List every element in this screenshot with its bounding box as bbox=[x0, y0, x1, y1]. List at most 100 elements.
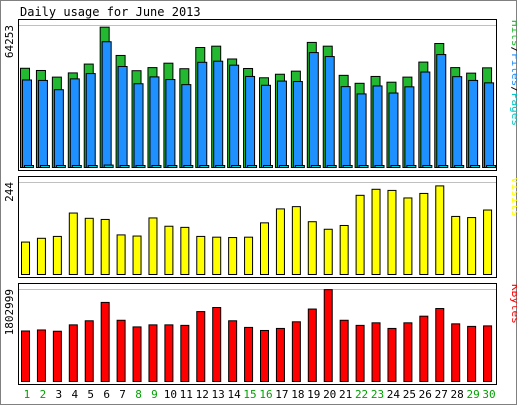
bar-pages-day-19 bbox=[310, 165, 321, 168]
ylabel-kbytes: KBytes bbox=[509, 284, 517, 324]
x-tick-label-day-3: 3 bbox=[56, 388, 63, 401]
bar-files-day-6 bbox=[101, 41, 112, 168]
bar-pages-day-12 bbox=[199, 165, 210, 168]
x-axis-day-labels: 1 2 3 4 5 6 7 8 9 10 11 12 13 14 15 16 17 18 19 20 21 22 23 24 2… bbox=[24, 388, 496, 401]
bar-files-day-21 bbox=[340, 86, 351, 168]
bar-files-day-4 bbox=[69, 78, 80, 168]
bar-files-day-12 bbox=[197, 61, 208, 169]
bar-files-day-17 bbox=[276, 80, 287, 168]
bar-files-day-20 bbox=[324, 56, 335, 168]
bar-files-day-11 bbox=[181, 84, 192, 168]
bar-kbytes-day-14 bbox=[228, 320, 238, 382]
bar-kbytes-day-7 bbox=[116, 319, 126, 382]
bar-kbytes-day-13 bbox=[212, 307, 222, 382]
bar-pages-day-18 bbox=[294, 165, 305, 168]
bar-pages-day-8 bbox=[135, 165, 146, 168]
bar-pages-day-4 bbox=[71, 165, 82, 168]
x-tick-label-day-25: 25 bbox=[403, 388, 416, 401]
bar-kbytes-day-3 bbox=[52, 330, 62, 382]
ylabel-files: Files bbox=[509, 53, 517, 86]
bar-kbytes-day-8 bbox=[132, 326, 142, 382]
chart-title: Daily usage for June 2013 bbox=[20, 5, 201, 19]
bar-pages-day-1 bbox=[24, 165, 34, 168]
panel-kbytes: 1802999 KBytes bbox=[3, 283, 517, 385]
x-tick-label-day-18: 18 bbox=[291, 388, 304, 401]
bar-kbytes-day-30 bbox=[483, 325, 493, 383]
bar-kbytes-day-12 bbox=[196, 311, 206, 382]
bar-pages-day-10 bbox=[167, 165, 178, 168]
bar-files-day-25 bbox=[404, 86, 415, 168]
panel-frame-visits bbox=[18, 176, 497, 278]
bar-files-day-27 bbox=[436, 54, 447, 169]
ymax-label-pages-files-hits: 64253 bbox=[3, 25, 16, 58]
bar-files-day-8 bbox=[133, 83, 144, 168]
x-tick-label-day-5: 5 bbox=[87, 388, 94, 401]
x-tick-label-day-19: 19 bbox=[307, 388, 320, 401]
x-tick-label-day-27: 27 bbox=[435, 388, 448, 401]
bar-visits-day-16 bbox=[260, 222, 269, 276]
bar-pages-day-15 bbox=[247, 165, 258, 168]
ylabel-pages: Pages bbox=[509, 93, 517, 126]
bar-kbytes-day-19 bbox=[307, 308, 317, 382]
bar-visits-day-24 bbox=[387, 189, 397, 275]
bar-pages-day-14 bbox=[231, 165, 242, 168]
ylabel-separator: / bbox=[509, 86, 517, 93]
ylabel-visits: Visits bbox=[509, 177, 517, 217]
bar-files-day-15 bbox=[245, 75, 256, 168]
bar-files-day-19 bbox=[308, 52, 319, 169]
bar-pages-day-2 bbox=[39, 165, 50, 168]
bar-files-day-29 bbox=[468, 79, 479, 168]
bar-kbytes-day-16 bbox=[260, 329, 269, 383]
bar-kbytes-day-6 bbox=[100, 301, 110, 382]
x-tick-label-day-26: 26 bbox=[419, 388, 432, 401]
bar-visits-day-23 bbox=[371, 188, 381, 275]
bar-files-day-1 bbox=[22, 79, 32, 168]
bar-kbytes-day-10 bbox=[164, 324, 174, 382]
bar-kbytes-day-4 bbox=[68, 324, 78, 382]
x-tick-label-day-24: 24 bbox=[387, 388, 401, 401]
x-tick-label-day-11: 11 bbox=[180, 388, 193, 401]
bar-visits-day-20 bbox=[323, 228, 333, 276]
x-tick-label-day-20: 20 bbox=[323, 388, 336, 401]
x-tick-label-day-2: 2 bbox=[40, 388, 47, 401]
bar-kbytes-day-29 bbox=[467, 325, 477, 382]
bar-visits-day-27 bbox=[435, 185, 445, 276]
bar-files-day-2 bbox=[37, 79, 48, 168]
bar-pages-day-17 bbox=[278, 165, 289, 168]
x-tick-label-day-12: 12 bbox=[196, 388, 209, 401]
bar-pages-day-9 bbox=[151, 165, 162, 168]
x-tick-label-day-14: 14 bbox=[227, 388, 241, 401]
x-tick-label-day-22: 22 bbox=[355, 388, 368, 401]
bar-pages-day-13 bbox=[215, 165, 226, 168]
x-tick-label-day-16: 16 bbox=[259, 388, 272, 401]
x-tick-label-day-10: 10 bbox=[164, 388, 177, 401]
x-tick-label-day-1: 1 bbox=[24, 388, 31, 401]
x-tick-label-day-4: 4 bbox=[71, 388, 78, 401]
bar-pages-day-20 bbox=[326, 165, 337, 168]
bar-visits-day-19 bbox=[307, 221, 317, 276]
bar-files-day-14 bbox=[229, 64, 240, 168]
bar-visits-day-29 bbox=[467, 217, 477, 275]
bar-visits-day-30 bbox=[483, 209, 493, 276]
bar-visits-day-25 bbox=[403, 197, 413, 275]
bar-pages-day-16 bbox=[263, 165, 273, 168]
bar-visits-day-5 bbox=[84, 217, 94, 275]
bar-kbytes-day-1 bbox=[21, 330, 30, 382]
bar-pages-day-26 bbox=[422, 165, 433, 168]
bar-files-day-30 bbox=[484, 82, 495, 168]
bar-visits-day-21 bbox=[339, 224, 349, 276]
bar-visits-day-13 bbox=[212, 236, 222, 276]
bar-visits-day-4 bbox=[68, 212, 78, 275]
bar-pages-day-5 bbox=[87, 165, 98, 168]
x-tick-label-day-30: 30 bbox=[482, 388, 495, 401]
bar-kbytes-day-9 bbox=[148, 324, 158, 382]
x-tick-label-day-8: 8 bbox=[135, 388, 142, 401]
bar-visits-day-28 bbox=[451, 215, 461, 276]
bar-pages-day-11 bbox=[183, 165, 194, 168]
bar-files-day-13 bbox=[213, 60, 224, 168]
bar-kbytes-day-27 bbox=[435, 308, 445, 382]
panel-frame-kbytes bbox=[18, 283, 497, 385]
